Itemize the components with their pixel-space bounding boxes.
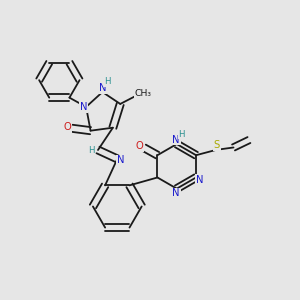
Text: O: O bbox=[135, 141, 143, 151]
Text: H: H bbox=[104, 77, 111, 86]
Text: H: H bbox=[178, 130, 185, 139]
Text: N: N bbox=[80, 102, 88, 112]
Text: CH₃: CH₃ bbox=[135, 89, 152, 98]
Text: N: N bbox=[172, 188, 180, 198]
Text: N: N bbox=[196, 175, 203, 185]
Text: O: O bbox=[64, 122, 71, 132]
Text: S: S bbox=[214, 140, 220, 150]
Text: N: N bbox=[116, 155, 124, 165]
Text: N: N bbox=[172, 135, 180, 145]
Text: N: N bbox=[99, 83, 106, 94]
Text: H: H bbox=[88, 146, 95, 154]
